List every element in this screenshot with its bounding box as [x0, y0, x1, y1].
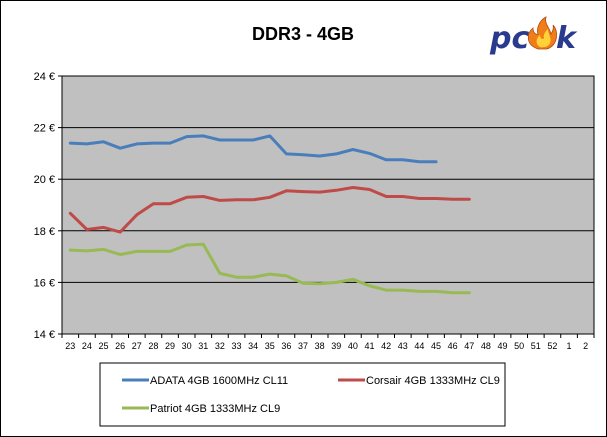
- legend: [99, 362, 506, 427]
- x-tick-label: 45: [431, 341, 441, 351]
- x-tick-label: 35: [265, 341, 275, 351]
- x-axis: 23 24 25 26 27 28 29 30 31 32 33 34 35 36 37 38 39 40 41 42…: [61, 334, 595, 351]
- y-tick-label: 22 €: [34, 123, 55, 135]
- x-tick-label: 32: [215, 341, 225, 351]
- x-tick-label: 49: [498, 341, 508, 351]
- legend-items: ADATA 4GB 1600MHz CL11 Corsair 4GB 1333MH…: [122, 375, 500, 415]
- legend-label: Corsair 4GB 1333MHz CL9: [366, 375, 500, 387]
- y-tick-label: 24 €: [34, 71, 55, 83]
- plot-area: [61, 75, 595, 335]
- x-tick-label: 50: [514, 341, 524, 351]
- y-tick-label: 18 €: [34, 226, 55, 238]
- x-tick-label: 43: [398, 341, 408, 351]
- series-line: [68, 242, 471, 295]
- series-lines: [68, 134, 471, 295]
- legend-label: ADATA 4GB 1600MHz CL11: [150, 375, 288, 387]
- logo-text: pc: [489, 21, 529, 56]
- x-tick-label: 48: [481, 341, 491, 351]
- legend-label: Patriot 4GB 1333MHz CL9: [150, 403, 280, 415]
- x-tick-label: 31: [198, 341, 208, 351]
- x-tick-label: 1: [567, 341, 572, 351]
- x-tick-label: 26: [115, 341, 125, 351]
- x-tick-label: 44: [414, 341, 424, 351]
- flame-icon: [527, 16, 558, 50]
- y-tick-label: 20 €: [34, 174, 55, 186]
- x-tick-label: 39: [331, 341, 341, 351]
- x-tick-label: 42: [381, 341, 391, 351]
- x-tick-label: 52: [547, 341, 557, 351]
- x-tick-label: 38: [315, 341, 325, 351]
- series-line: [68, 134, 438, 164]
- x-tick-label: 29: [165, 341, 175, 351]
- x-tick-label: 36: [281, 341, 291, 351]
- x-tick-label: 51: [531, 341, 541, 351]
- x-tick-label: 41: [365, 341, 375, 351]
- x-tick-label: 27: [132, 341, 142, 351]
- y-tick-label: 14 €: [34, 329, 55, 341]
- x-tick-label: 37: [298, 341, 308, 351]
- x-tick-label: 28: [148, 341, 158, 351]
- x-tick-label: 30: [182, 341, 192, 351]
- x-tick-label: 2: [583, 341, 588, 351]
- y-axis: 14 € 16 € 18 € 20 € 22 € 24 €: [34, 71, 62, 341]
- y-tick-label: 16 €: [34, 277, 55, 289]
- pcsk-logo: pc k: [489, 16, 578, 56]
- x-tick-label: 46: [448, 341, 458, 351]
- x-tick-label: 24: [82, 341, 92, 351]
- x-tick-label: 33: [232, 341, 242, 351]
- logo-text-end: k: [556, 21, 578, 56]
- x-tick-label: 40: [348, 341, 358, 351]
- gridlines: [62, 75, 594, 335]
- x-tick-label: 23: [65, 341, 75, 351]
- x-tick-label: 47: [464, 341, 474, 351]
- x-tick-label: 25: [99, 341, 109, 351]
- series-line: [68, 186, 471, 234]
- chart-title: DDR3 - 4GB: [252, 24, 354, 44]
- x-tick-label: 34: [248, 341, 258, 351]
